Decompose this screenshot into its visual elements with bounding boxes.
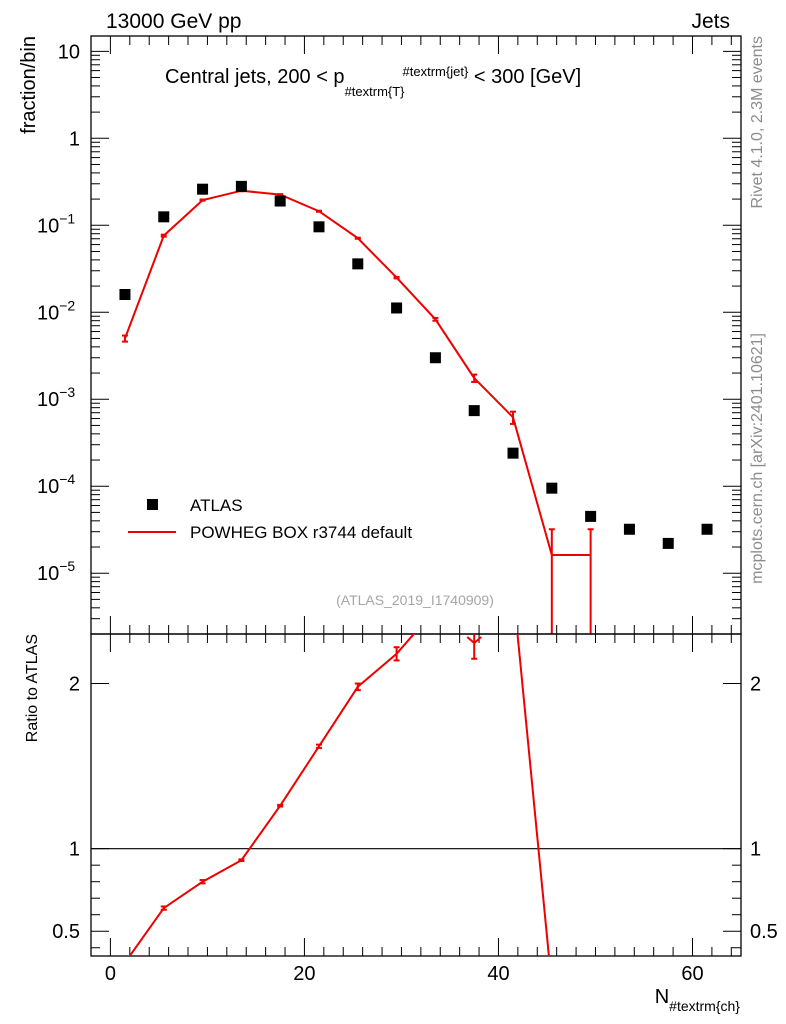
main-ytick-label: 10−1 (37, 210, 75, 237)
legend-label-atlas: ATLAS (190, 496, 243, 515)
rivet-label: Rivet 4.1.0, 2.3M events (749, 36, 766, 209)
atlas-point (507, 447, 519, 459)
ratio-series (128, 634, 550, 956)
main-frame (90, 35, 742, 635)
mc-main-series (121, 189, 594, 634)
xtick-label: 60 (681, 963, 703, 985)
main-ytick-label: 10−5 (37, 558, 75, 585)
main-ytick-label: 1 (69, 128, 80, 150)
xtick-label: 40 (487, 963, 509, 985)
mcplots-label: mcplots.cern.ch [arXiv:2401.10621] (749, 333, 766, 584)
main-ytick-label: 10−3 (37, 384, 75, 411)
atlas-data-series (119, 180, 713, 549)
xtick-label: 0 (105, 963, 116, 985)
ratio-frame (90, 633, 742, 957)
atlas-point (158, 211, 170, 223)
ratio-ticks (91, 634, 741, 956)
main-ylabel: fraction/bin (18, 36, 40, 134)
ratio-ytick-label-right: 0.5 (750, 921, 778, 943)
ratio-ytick-label: 0.5 (52, 921, 80, 943)
legend: ATLAS POWHEG BOX r3744 default (128, 496, 412, 542)
atlas-point (623, 523, 635, 535)
atlas-point (585, 510, 597, 522)
ratio-ytick-label-right: 2 (750, 674, 761, 696)
atlas-point (701, 523, 713, 535)
atlas-point (119, 289, 131, 301)
ratio-panel: Ratio to ATLAS 2 2 1 1 0.5 0.5 0 20 40 60 N#textr… (24, 633, 778, 1014)
atlas-point (197, 183, 209, 195)
main-title: Central jets, 200 < p#textrm{T}#textrm{j… (165, 64, 581, 99)
analysis-watermark: (ATLAS_2019_I1740909) (336, 592, 494, 608)
main-ticks (91, 36, 741, 635)
x-axis-label: N#textrm{ch} (655, 986, 741, 1014)
header-left: 13000 GeV pp (106, 10, 241, 33)
main-ytick-labels: 10 1 10−1 10−2 10−3 10−4 10−5 (37, 41, 80, 585)
atlas-point (468, 405, 480, 417)
atlas-point (391, 302, 403, 314)
atlas-point (429, 352, 441, 364)
atlas-point (274, 195, 286, 207)
main-ytick-label: 10−2 (37, 297, 75, 324)
atlas-point (313, 221, 325, 233)
header-right: Jets (691, 10, 730, 33)
atlas-point (352, 258, 364, 270)
ratio-ytick-label: 2 (69, 674, 80, 696)
xtick-label: 20 (293, 963, 315, 985)
main-ytick-label: 10−4 (37, 471, 75, 498)
atlas-point (662, 537, 674, 549)
main-ytick-label: 10 (58, 41, 80, 63)
ratio-ytick-label: 1 (69, 839, 80, 861)
legend-label-powheg: POWHEG BOX r3744 default (190, 523, 412, 542)
atlas-point (235, 180, 247, 192)
ratio-line (128, 634, 550, 956)
ratio-offscale-arrow (466, 636, 482, 645)
atlas-point (546, 482, 558, 494)
ratio-tick-labels: 2 2 1 1 0.5 0.5 0 20 40 60 (52, 674, 778, 985)
legend-marker-atlas (147, 499, 158, 510)
main-panel: Central jets, 200 < p#textrm{T}#textrm{j… (18, 35, 742, 635)
ratio-ylabel: Ratio to ATLAS (24, 634, 41, 742)
mc-line (124, 189, 553, 556)
ratio-ytick-label-right: 1 (750, 839, 761, 861)
